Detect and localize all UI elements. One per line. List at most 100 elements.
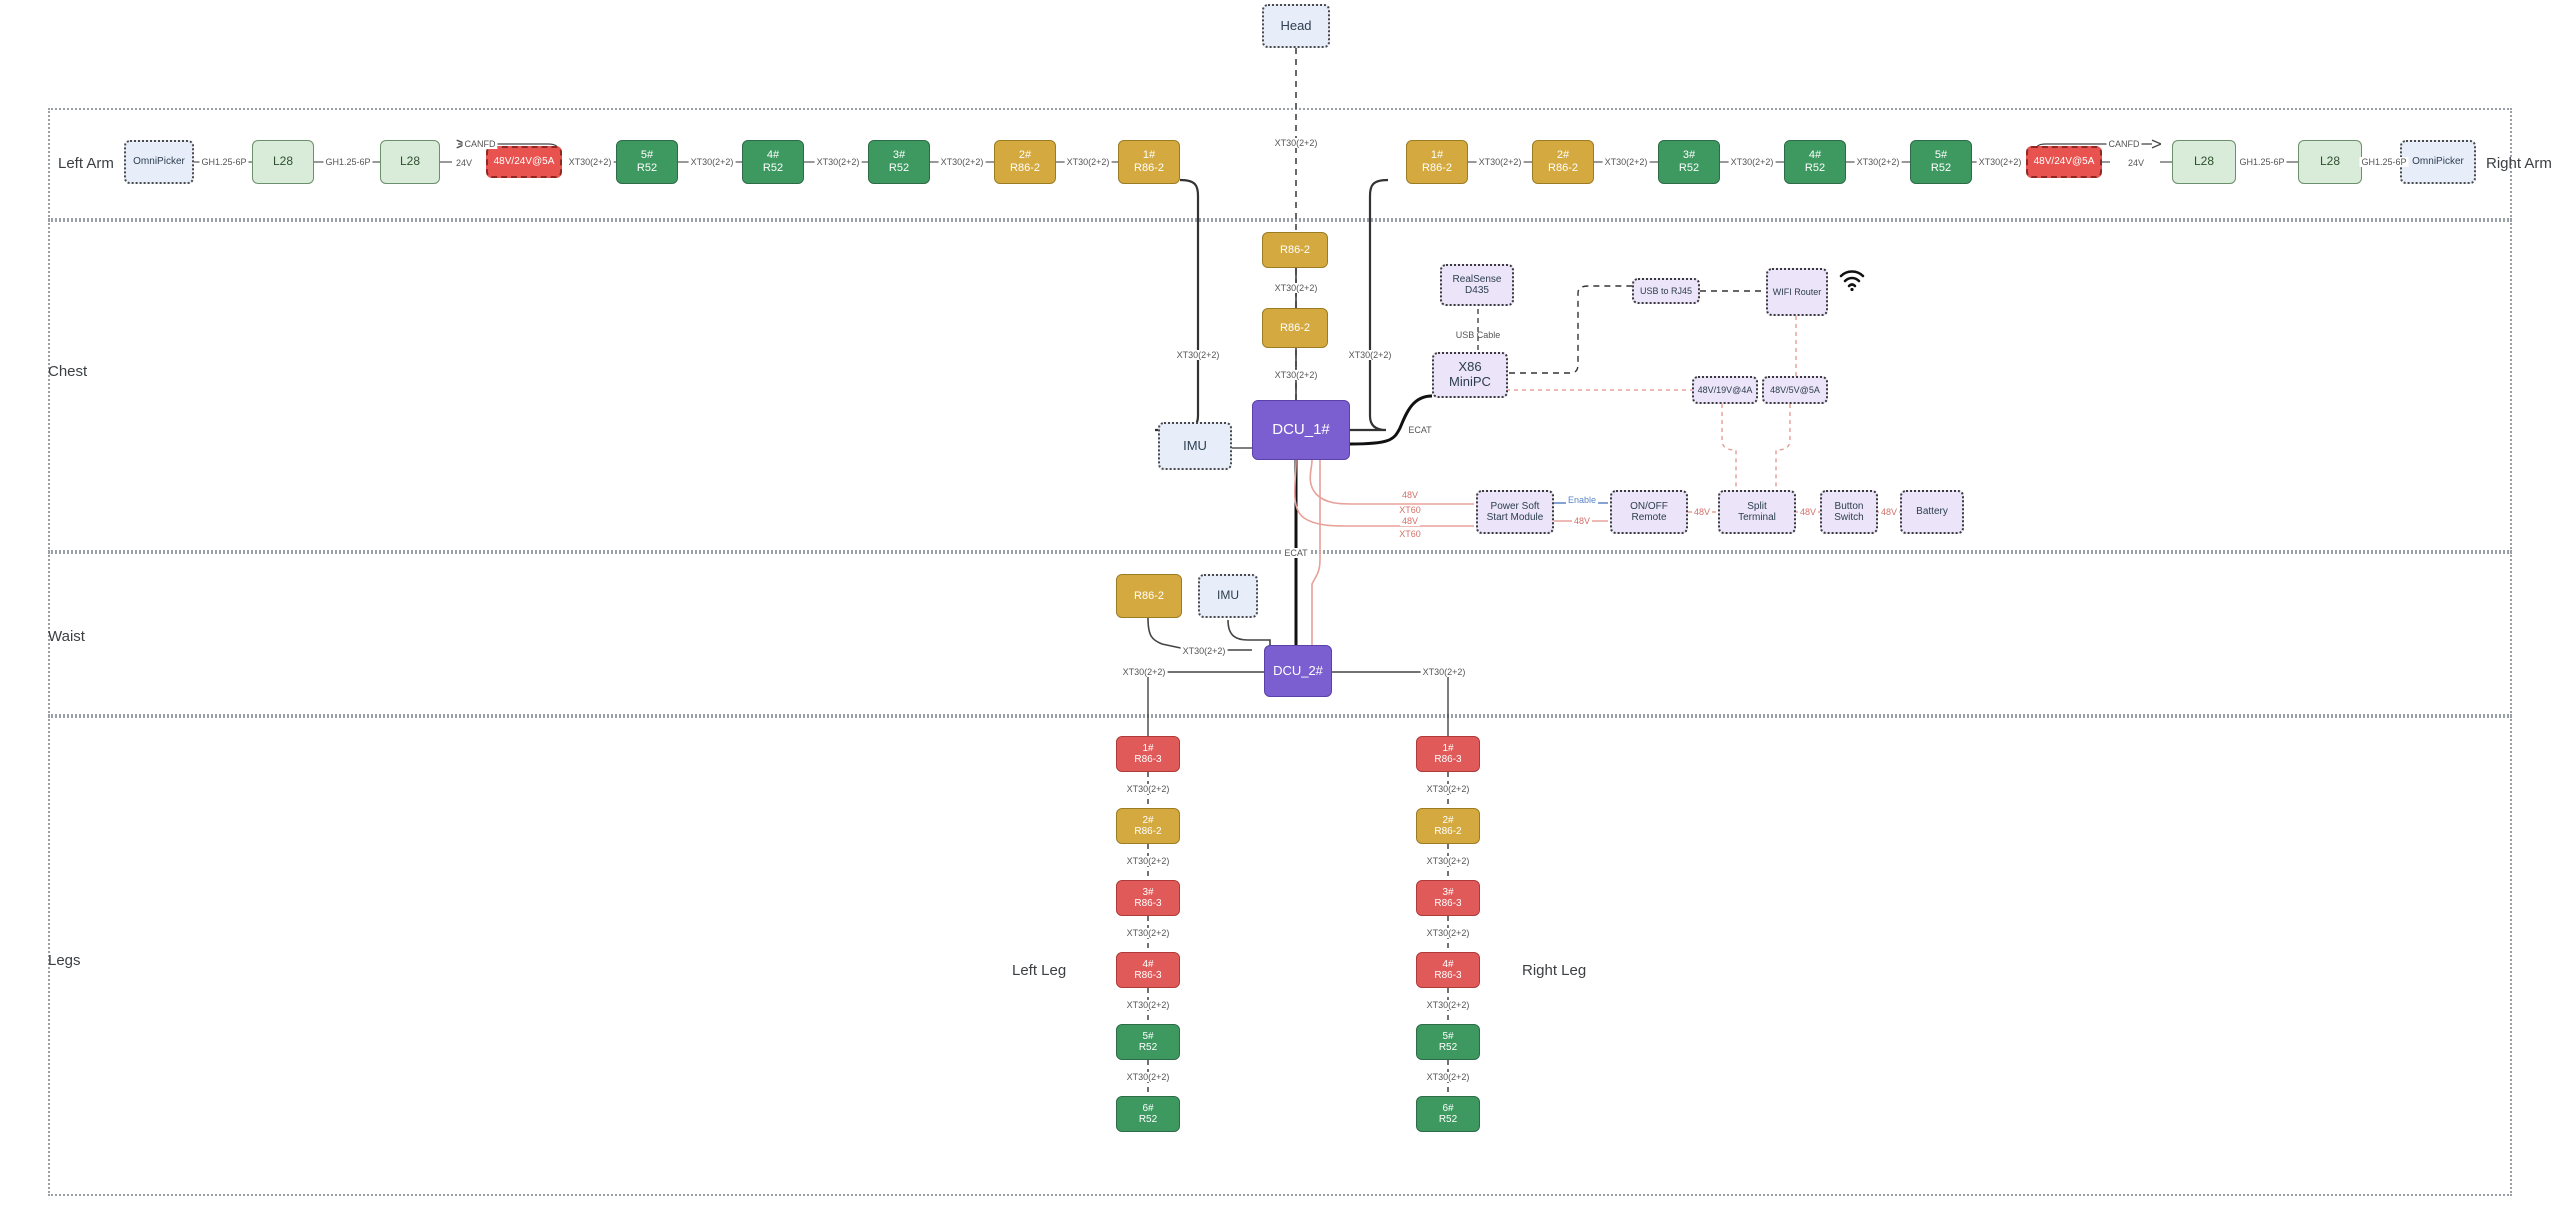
node-usb-to-rj45[interactable]: USB to RJ45 <box>1632 278 1700 304</box>
edge-label-xt30-r2: XT30(2+2) <box>1602 157 1650 167</box>
node-converter-right-arm[interactable]: 48V/24V@5A <box>2026 146 2102 178</box>
node-arm-r-3[interactable]: 3# R52 <box>1658 140 1720 184</box>
node-l28-r-b[interactable]: L28 <box>2298 140 2362 184</box>
node-label-top: 3# <box>1682 149 1696 162</box>
node-label-top: 5# <box>1934 149 1948 162</box>
edge-label-canfd-r: CANFD <box>2106 139 2142 149</box>
node-label-bottom: R52 <box>1138 1042 1158 1053</box>
node-label: 48V/24V@5A <box>493 156 555 168</box>
node-l28-r-a[interactable]: L28 <box>2172 140 2236 184</box>
node-label: L28 <box>2319 154 2341 169</box>
node-label: R86-2 <box>1280 243 1310 256</box>
node-leg-r-6[interactable]: 6# R52 <box>1416 1096 1480 1132</box>
edge-label-leg-l-xt30-1: XT30(2+2) <box>1124 784 1172 794</box>
node-label-bottom: R52 <box>1930 162 1952 174</box>
node-head[interactable]: Head <box>1262 4 1330 48</box>
node-label-bottom: R52 <box>888 162 910 174</box>
label-right-arm: Right Arm <box>2486 155 2552 172</box>
node-label-bottom: R86-3 <box>1134 970 1162 981</box>
node-arm-l-4[interactable]: 4# R52 <box>742 140 804 184</box>
node-imu-chest[interactable]: IMU <box>1158 422 1232 470</box>
edge-label-ecat-x86: ECAT <box>1408 425 1432 435</box>
node-wifi-router[interactable]: WIFI Router <box>1766 268 1828 316</box>
node-label-bottom: R86-3 <box>1434 970 1462 981</box>
node-leg-l-5[interactable]: 5# R52 <box>1116 1024 1180 1060</box>
node-arm-l-2[interactable]: 2# R86-2 <box>994 140 1056 184</box>
node-label-top: 3# <box>1442 886 1454 898</box>
edge-label-neck-xt30-2: XT30(2+2) <box>1272 370 1320 380</box>
node-arm-r-2[interactable]: 2# R86-2 <box>1532 140 1594 184</box>
node-arm-r-1[interactable]: 1# R86-2 <box>1406 140 1468 184</box>
node-label-top: 4# <box>1442 958 1454 970</box>
node-label: Battery <box>1916 506 1948 518</box>
node-l28-l-b[interactable]: L28 <box>380 140 440 184</box>
node-label-top: 4# <box>766 149 780 162</box>
edge-label-xt30-l4: XT30(2+2) <box>938 157 986 167</box>
node-leg-l-3[interactable]: 3# R86-3 <box>1116 880 1180 916</box>
node-leg-r-5[interactable]: 5# R52 <box>1416 1024 1480 1060</box>
edge-label-leg-r-xt30-2: XT30(2+2) <box>1424 856 1472 866</box>
node-leg-l-2[interactable]: 2# R86-2 <box>1116 808 1180 844</box>
node-omnipicker-l[interactable]: OmniPicker <box>124 140 194 184</box>
node-leg-l-4[interactable]: 4# R86-3 <box>1116 952 1180 988</box>
node-converter-19v[interactable]: 48V/19V@4A <box>1692 376 1758 404</box>
edge-label-leg-l-xt30-4: XT30(2+2) <box>1124 1000 1172 1010</box>
node-arm-l-3[interactable]: 3# R52 <box>868 140 930 184</box>
node-neck-r86-top[interactable]: R86-2 <box>1262 232 1328 268</box>
node-power-soft-start-module[interactable]: Power Soft Start Module <box>1476 490 1554 534</box>
node-waist-r86[interactable]: R86-2 <box>1116 574 1182 618</box>
node-split-terminal[interactable]: Split Terminal <box>1718 490 1796 534</box>
node-label: OmniPicker <box>133 156 185 168</box>
node-label-bottom: R86-3 <box>1434 754 1462 765</box>
node-label-top: 2# <box>1142 814 1154 826</box>
node-leg-r-4[interactable]: 4# R86-3 <box>1416 952 1480 988</box>
node-label-top: Button <box>1834 500 1864 512</box>
node-arm-r-5[interactable]: 5# R52 <box>1910 140 1972 184</box>
node-label-bottom: Remote <box>1631 512 1667 523</box>
node-leg-l-1[interactable]: 1# R86-3 <box>1116 736 1180 772</box>
edge-label-xt60-b: XT60 <box>1397 529 1423 539</box>
node-label-top: 1# <box>1430 149 1444 162</box>
node-converter-5v[interactable]: 48V/5V@5A <box>1762 376 1828 404</box>
node-realsense-d435[interactable]: RealSense D435 <box>1440 264 1514 306</box>
node-x86-minipc[interactable]: X86 MiniPC <box>1432 352 1508 398</box>
node-label-bottom: R52 <box>636 162 658 174</box>
node-label-bottom: R86-2 <box>1134 826 1162 837</box>
node-dcu-2[interactable]: DCU_2# <box>1264 645 1332 697</box>
edge-label-leg-r-xt30-3: XT30(2+2) <box>1424 928 1472 938</box>
node-battery[interactable]: Battery <box>1900 490 1964 534</box>
node-label-bottom: R86-2 <box>1010 162 1040 174</box>
node-leg-r-3[interactable]: 3# R86-3 <box>1416 880 1480 916</box>
node-label-bottom: R52 <box>1138 1114 1158 1125</box>
node-leg-l-6[interactable]: 6# R52 <box>1116 1096 1180 1132</box>
edge-label-48v-f: 48V <box>1878 507 1900 517</box>
node-label-bottom: R86-3 <box>1434 898 1462 909</box>
node-label-top: 5# <box>1442 1030 1454 1042</box>
edge-label-gh125-r2: GH1.25-6P <box>2359 157 2409 167</box>
node-label-bottom: R52 <box>1438 1114 1458 1125</box>
node-label-bottom: R52 <box>1678 162 1700 174</box>
node-leg-r-1[interactable]: 1# R86-3 <box>1416 736 1480 772</box>
node-omnipicker-r[interactable]: OmniPicker <box>2400 140 2476 184</box>
node-arm-l-5[interactable]: 5# R52 <box>616 140 678 184</box>
node-leg-r-2[interactable]: 2# R86-2 <box>1416 808 1480 844</box>
node-arm-r-4[interactable]: 4# R52 <box>1784 140 1846 184</box>
node-label: WIFI Router <box>1772 286 1822 297</box>
node-arm-l-1[interactable]: 1# R86-2 <box>1118 140 1180 184</box>
node-label-bottom: D435 <box>1465 285 1489 296</box>
node-onoff-remote[interactable]: ON/OFF Remote <box>1610 490 1688 534</box>
node-neck-r86-bottom[interactable]: R86-2 <box>1262 308 1328 348</box>
node-converter-left-arm[interactable]: 48V/24V@5A <box>486 146 562 178</box>
edge-label-neck-xt30-1: XT30(2+2) <box>1272 283 1320 293</box>
edge-label-chest-right-xt30: XT30(2+2) <box>1346 350 1394 360</box>
node-label: DCU_2# <box>1273 662 1323 678</box>
section-legs <box>48 716 2512 1196</box>
edge-label-xt60-a: XT60 <box>1397 505 1423 515</box>
node-label-top: 2# <box>1556 149 1570 162</box>
label-left-leg: Left Leg <box>1012 962 1067 979</box>
node-dcu-1[interactable]: DCU_1# <box>1252 400 1350 460</box>
node-l28-l-a[interactable]: L28 <box>252 140 314 184</box>
node-button-switch[interactable]: Button Switch <box>1820 490 1878 534</box>
node-imu-waist[interactable]: IMU <box>1198 574 1258 618</box>
node-label: OmniPicker <box>2412 156 2464 168</box>
